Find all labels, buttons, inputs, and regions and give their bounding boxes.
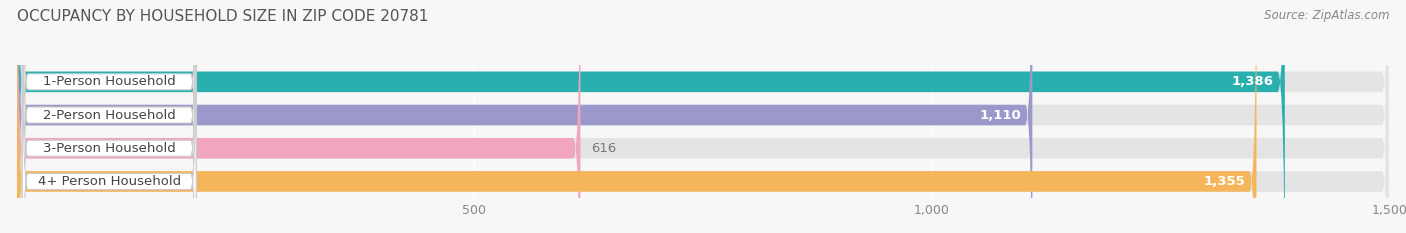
Text: 4+ Person Household: 4+ Person Household bbox=[38, 175, 181, 188]
Text: 1,355: 1,355 bbox=[1204, 175, 1246, 188]
FancyBboxPatch shape bbox=[17, 0, 1389, 233]
FancyBboxPatch shape bbox=[22, 0, 197, 233]
Text: 1-Person Household: 1-Person Household bbox=[44, 75, 176, 88]
FancyBboxPatch shape bbox=[17, 0, 1285, 233]
FancyBboxPatch shape bbox=[17, 0, 1032, 233]
Text: OCCUPANCY BY HOUSEHOLD SIZE IN ZIP CODE 20781: OCCUPANCY BY HOUSEHOLD SIZE IN ZIP CODE … bbox=[17, 9, 429, 24]
FancyBboxPatch shape bbox=[17, 0, 581, 233]
FancyBboxPatch shape bbox=[17, 0, 1389, 233]
Text: 1,110: 1,110 bbox=[980, 109, 1021, 122]
FancyBboxPatch shape bbox=[22, 0, 197, 233]
Text: Source: ZipAtlas.com: Source: ZipAtlas.com bbox=[1264, 9, 1389, 22]
FancyBboxPatch shape bbox=[17, 0, 1389, 233]
Text: 2-Person Household: 2-Person Household bbox=[44, 109, 176, 122]
Text: 3-Person Household: 3-Person Household bbox=[44, 142, 176, 155]
Text: 616: 616 bbox=[592, 142, 617, 155]
FancyBboxPatch shape bbox=[17, 0, 1389, 233]
FancyBboxPatch shape bbox=[22, 0, 197, 233]
Text: 1,386: 1,386 bbox=[1232, 75, 1274, 88]
FancyBboxPatch shape bbox=[17, 0, 1257, 233]
FancyBboxPatch shape bbox=[22, 0, 197, 233]
